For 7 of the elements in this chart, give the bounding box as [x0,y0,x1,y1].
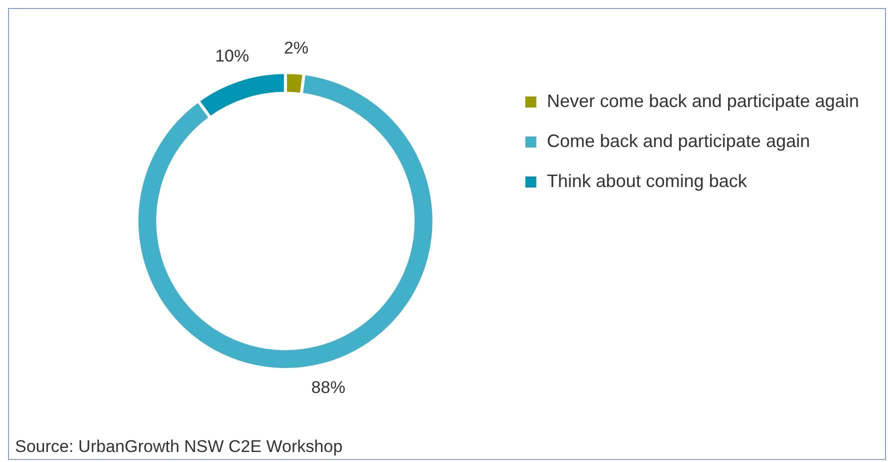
data-label: 2% [284,38,309,58]
legend-label: Come back and participate again [546,130,810,151]
data-label: 88% [311,378,346,397]
legend-label: Think about coming back [546,170,748,191]
data-label: 10% [215,46,250,66]
source-note: Source: UrbanGrowth NSW C2E Workshop [15,437,343,457]
legend-label: Never come back and participate again [546,90,860,111]
